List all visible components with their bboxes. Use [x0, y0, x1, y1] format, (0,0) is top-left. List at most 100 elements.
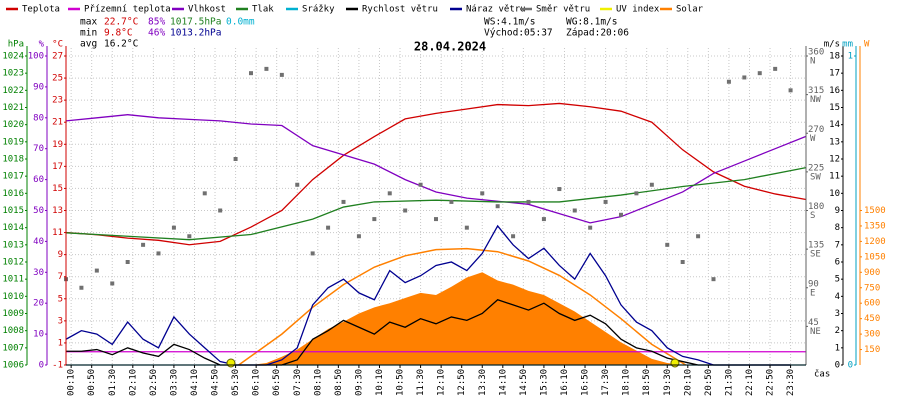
direction-point	[603, 199, 608, 204]
y-tick-label: 300	[864, 330, 880, 340]
direction-point	[634, 191, 639, 196]
direction-point	[387, 191, 392, 196]
y-tick-label: 16	[829, 86, 840, 96]
direction-point	[680, 260, 685, 264]
axis-label: hPa	[8, 40, 24, 50]
direction-point	[341, 199, 346, 204]
direction-point	[218, 208, 223, 213]
y-tick-label: 100	[28, 52, 44, 62]
y-tick-label: W	[810, 134, 816, 144]
clear-sky-line	[238, 247, 687, 366]
y-tick-label: 1050	[864, 252, 886, 262]
direction-point	[649, 182, 654, 187]
y-tick-label: NW	[810, 95, 821, 105]
x-tick-label: 19:30	[663, 369, 673, 396]
y-tick-label: 1020	[2, 120, 24, 130]
stat: 1013.2hPa	[170, 28, 221, 39]
y-tick-label: 1008	[2, 326, 24, 336]
x-tick-label: 04:50	[211, 369, 221, 396]
direction-point	[464, 225, 469, 230]
x-tick-label: 14:10	[498, 369, 508, 396]
x-tick-label: 18:10	[622, 369, 632, 396]
y-tick-label: 10	[829, 189, 840, 199]
direction-point	[588, 225, 593, 230]
direction-point	[619, 212, 623, 217]
x-tick-label: 08:10	[313, 369, 323, 396]
uv-point	[670, 358, 680, 368]
x-tick-label: 00:10	[67, 369, 77, 396]
y-tick-label: 4	[835, 292, 840, 302]
axis-label: mm	[842, 40, 853, 50]
y-tick-label: 5	[58, 294, 63, 304]
y-tick-label: 0	[835, 361, 840, 371]
y-tick-label: 80	[33, 113, 44, 123]
y-tick-label: 1019	[2, 137, 24, 147]
y-tick-label: E	[810, 288, 815, 298]
y-tick-label: 50	[33, 206, 44, 216]
x-tick-label: 11:30	[416, 369, 426, 396]
y-tick-label: 600	[864, 299, 880, 309]
direction-point	[495, 204, 500, 209]
direction-point	[156, 251, 161, 256]
y-tick-label: 30	[33, 268, 44, 278]
direction-point	[295, 182, 300, 187]
direction-point	[233, 157, 238, 161]
y-tick-label: 1012	[2, 258, 24, 268]
y-tick-label: 1200	[864, 237, 886, 247]
stat: 46%	[148, 28, 165, 39]
direction-point	[141, 242, 146, 247]
y-tick-label: 7	[58, 272, 63, 282]
series-line	[65, 166, 807, 241]
x-tick-label: 21:30	[724, 369, 734, 396]
y-tick-label: 90	[33, 82, 44, 92]
x-tick-label: 17:30	[601, 369, 611, 396]
y-tick-label: 750	[864, 283, 880, 293]
y-tick-label: 60	[33, 175, 44, 185]
direction-point	[711, 277, 716, 282]
y-tick-label: N	[810, 57, 815, 67]
y-tick-label: 360	[808, 48, 824, 58]
direction-point	[310, 251, 315, 256]
direction-point	[125, 260, 130, 264]
x-axis-label: čas	[814, 369, 830, 380]
stat-label: max	[80, 17, 97, 28]
y-tick-label: 1021	[2, 103, 24, 113]
stat-label: avg	[80, 39, 97, 50]
legend-label: Vlhkost	[188, 5, 226, 15]
axis-label: W	[864, 40, 870, 50]
direction-point	[572, 208, 577, 213]
legend-label: Teplota	[22, 5, 60, 15]
legend-label: Rychlost větru	[362, 5, 438, 15]
direction-point	[557, 187, 562, 192]
direction-point	[279, 72, 284, 77]
x-tick-label: 03:30	[169, 369, 179, 396]
axis-label: m/s	[824, 40, 840, 50]
y-tick-label: 1023	[2, 69, 24, 79]
x-tick-label: 22:50	[766, 369, 776, 396]
y-tick-label: 13	[52, 206, 63, 216]
stat: 22.7°C	[104, 17, 138, 28]
direction-point	[326, 225, 331, 230]
legend-label: Srážky	[302, 5, 335, 15]
y-tick-label: 135	[808, 241, 824, 251]
y-tick-label: 1017	[2, 172, 24, 182]
axis-label: °C	[52, 40, 63, 50]
stat: Západ:20:06	[566, 28, 629, 39]
y-tick-label: 1	[835, 343, 840, 353]
y-tick-label: 1500	[864, 206, 886, 216]
y-tick-label: 13	[829, 137, 840, 147]
direction-point	[726, 79, 731, 84]
direction-point	[356, 234, 361, 239]
x-tick-label: 06:10	[252, 369, 262, 396]
series-line	[65, 114, 807, 224]
y-tick-label: 90	[808, 279, 819, 289]
direction-point	[696, 234, 701, 239]
axes: 00:10 00:50 01:30 02:10 02:50 03:30 04:10 04:50…	[2, 40, 885, 397]
y-tick-label: 1024	[2, 52, 24, 62]
x-tick-label: 05:30	[231, 369, 241, 396]
x-tick-label: 12:50	[457, 369, 467, 396]
y-tick-label: 1009	[2, 309, 24, 319]
y-tick-label: SW	[810, 172, 821, 182]
x-tick-label: 12:10	[437, 369, 447, 396]
x-tick-label: 10:10	[375, 369, 385, 396]
